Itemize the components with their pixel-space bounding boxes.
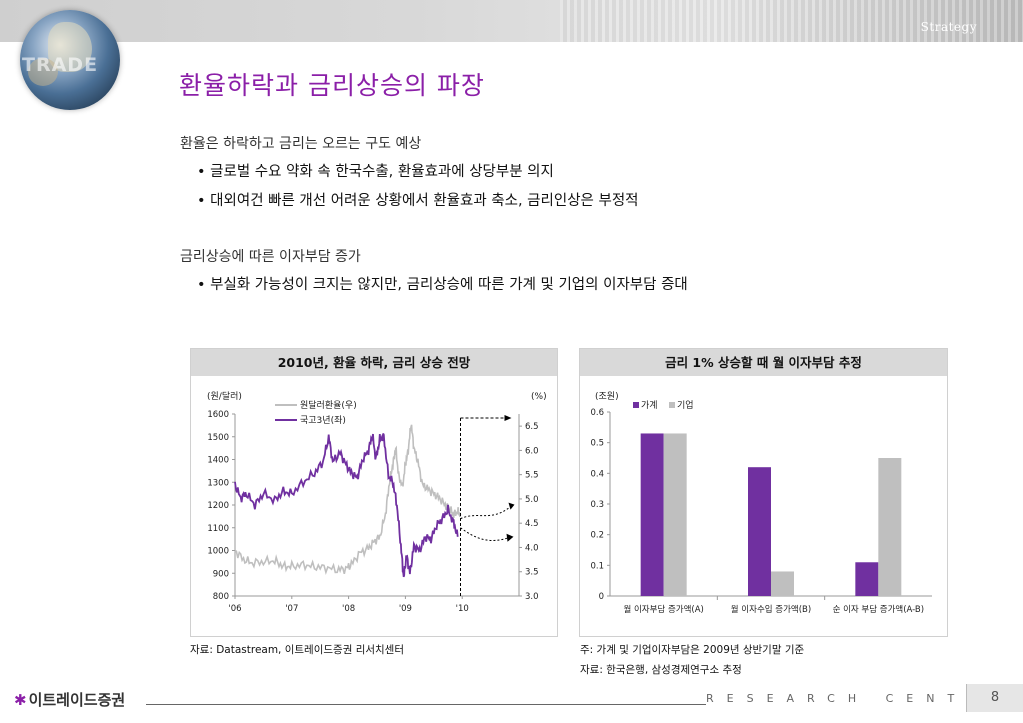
bond-3y-line [234, 433, 459, 578]
page-number: 8 [966, 684, 1023, 712]
forecast-arrow-head [504, 415, 512, 421]
legend-label-corporate: 기업 [677, 400, 694, 411]
bullet-item: 대외여건 빠른 개선 어려운 상황에서 환율효과 축소, 금리인상은 부정적 [180, 187, 638, 216]
legend: 가계 기업 [633, 399, 694, 411]
section-heading: 환율은 하락하고 금리는 오르는 구도 예상 [180, 136, 422, 152]
x-category-label: 순 이자 부담 증가액(A-B) [833, 604, 925, 615]
right-tick-label: 6.0 [525, 446, 539, 456]
left-tick-label: 1200 [207, 501, 229, 511]
x-tick-label: '08 [342, 604, 355, 614]
globe-logo-text: TRADE [22, 54, 99, 76]
y-tick-label: 0 [599, 592, 604, 602]
legend-label-fx: 원달러환율(우) [300, 399, 357, 411]
fx-down-arrow-head [506, 533, 514, 542]
legend: 원달러환율(우) 국고3년(좌) [275, 399, 357, 426]
right-tick-label: 5.0 [525, 495, 539, 505]
header-bar: Strategy [0, 0, 1023, 42]
legend-label-bond: 국고3년(좌) [300, 415, 346, 426]
source-note-left: 자료: Datastream, 이트레이드증권 리서치센터 [190, 644, 404, 656]
fx-down-arrow [460, 527, 509, 541]
left-tick-label: 800 [213, 592, 229, 602]
y-tick-label: 0.4 [590, 469, 604, 479]
world-map-texture [560, 0, 1023, 42]
right-tick-label: 3.0 [525, 592, 539, 602]
bar-chart: (조원) 가계 기업 0.6 0.5 0.4 0.3 0.2 0.1 0 월 이자부담 증가액… [590, 391, 932, 615]
y-tick-label: 0.2 [590, 531, 604, 541]
section-exchange-rate: 환율은 하락하고 금리는 오르는 구도 예상 글로벌 수요 약화 속 한국수출,… [180, 130, 639, 216]
bullet-item: 글로벌 수요 약화 속 한국수출, 환율효과에 상당부분 의지 [180, 158, 639, 187]
y-tick-label: 0.6 [590, 408, 604, 418]
line-chart: (원/달러) (%) 1600 1500 1400 1300 1200 1100 1000 9… [207, 390, 547, 614]
line-chart-title: 2010년, 환율 하락, 금리 상승 전망 [191, 349, 557, 376]
left-tick-label: 1600 [207, 410, 229, 420]
bar-chart-panel: 금리 1% 상승할 때 월 이자부담 추정 (조원) 가계 기업 0.6 0.5 0… [579, 348, 948, 637]
bar-plot-area: 0.6 0.5 0.4 0.3 0.2 0.1 0 월 이자부담 증가액(A) 월 이자수입 증… [590, 408, 932, 615]
x-tick-label: '10 [456, 604, 469, 614]
left-tick-label: 1100 [207, 524, 229, 534]
section-heading: 금리상승에 따른 이자부담 증가 [180, 249, 361, 265]
right-tick-label: 4.0 [525, 543, 539, 553]
right-tick-label: 6.5 [525, 422, 539, 432]
section-label: Strategy [920, 20, 977, 34]
legend-swatch-corporate [669, 402, 675, 408]
left-tick-label: 1400 [207, 456, 229, 466]
x-tick-label: '06 [228, 604, 241, 614]
footnote-right: 주: 가계 및 기업이자부담은 2009년 상반기말 기준 [580, 644, 805, 656]
right-axis-unit: (%) [531, 392, 547, 402]
y-tick-label: 0.5 [590, 439, 604, 449]
x-category-label: 월 이자부담 증가액(A) [623, 604, 703, 615]
company-logo: ✱ 이트레이드증권 [14, 689, 125, 710]
rate-up-arrow [460, 506, 511, 520]
bar-corporate [771, 571, 794, 596]
footer-divider [146, 704, 706, 705]
left-tick-label: 1500 [207, 433, 229, 443]
x-category-label: 월 이자수입 증가액(B) [731, 604, 811, 615]
section-interest-burden: 금리상승에 따른 이자부담 증가 부실화 가능성이 크지는 않지만, 금리상승에… [180, 243, 688, 300]
source-note-right: 자료: 한국은행, 삼성경제연구소 추정 [580, 664, 742, 676]
right-tick-label: 5.5 [525, 471, 539, 481]
star-logo-icon: ✱ [14, 691, 27, 709]
bar-household [748, 467, 771, 596]
bar-chart-title: 금리 1% 상승할 때 월 이자부담 추정 [580, 349, 947, 376]
rate-up-arrow-head [508, 502, 515, 510]
bar-corporate [878, 458, 902, 596]
legend-label-household: 가계 [641, 399, 658, 411]
line-plot-area: 1600 1500 1400 1300 1200 1100 1000 900 800 6.5 6.0… [207, 410, 538, 614]
left-tick-label: 1000 [207, 547, 229, 557]
x-tick-label: '07 [285, 604, 298, 614]
right-tick-label: 4.5 [525, 519, 539, 529]
bar-household [640, 433, 664, 596]
bar-corporate [663, 433, 687, 596]
left-tick-label: 1300 [207, 478, 229, 488]
legend-swatch-household [633, 402, 639, 408]
fx-rate-line [234, 424, 462, 575]
research-center-label: RESEARCH CENTER [706, 692, 1008, 705]
x-tick-label: '09 [399, 604, 412, 614]
y-axis-unit: (조원) [595, 391, 619, 402]
bar-household [855, 562, 879, 596]
page-title: 환율하락과 금리상승의 파장 [179, 71, 485, 100]
globe-logo-icon: TRADE [20, 10, 120, 110]
line-chart-panel: 2010년, 환율 하락, 금리 상승 전망 (원/달러) (%) 1600 15… [190, 348, 558, 637]
left-axis-unit: (원/달러) [207, 390, 242, 402]
left-tick-label: 900 [213, 569, 229, 579]
y-tick-label: 0.3 [590, 500, 604, 510]
bullet-item: 부실화 가능성이 크지는 않지만, 금리상승에 따른 가계 및 기업의 이자부담… [180, 271, 688, 300]
y-tick-label: 0.1 [590, 561, 604, 571]
company-name: 이트레이드증권 [28, 691, 126, 709]
right-tick-label: 3.5 [525, 568, 539, 578]
